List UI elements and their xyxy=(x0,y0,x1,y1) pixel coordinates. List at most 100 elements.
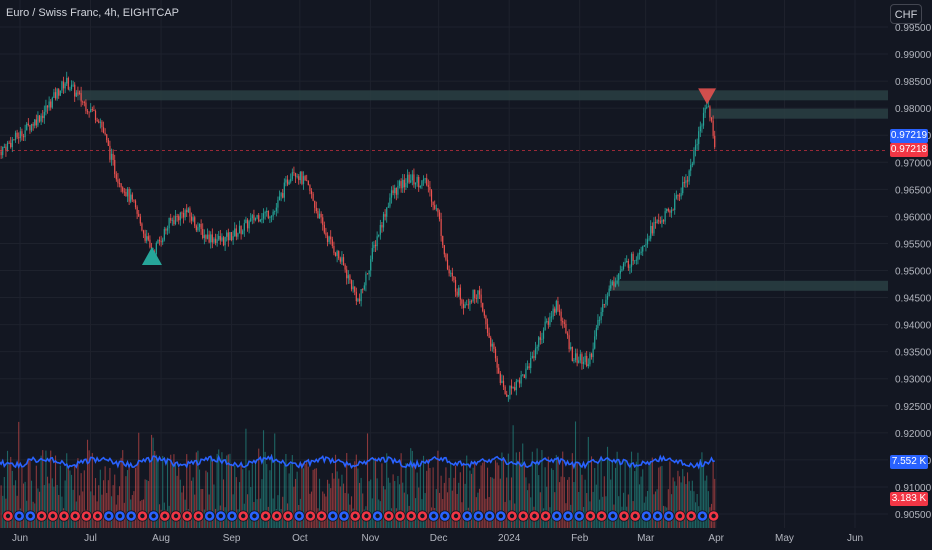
candle-body xyxy=(493,343,495,349)
candle-body xyxy=(229,232,231,241)
event-icon xyxy=(629,510,641,522)
candle-body xyxy=(714,135,716,148)
candle-body xyxy=(312,193,314,201)
candle-body xyxy=(582,361,585,364)
volume-last-tag: 3.183 K xyxy=(890,492,928,506)
candle-body xyxy=(480,294,482,303)
candle-body xyxy=(570,346,572,349)
candle-body xyxy=(482,302,484,312)
candle-body xyxy=(448,269,450,274)
candle-body xyxy=(178,216,180,221)
candle-body xyxy=(131,194,133,200)
candle-body xyxy=(61,81,63,91)
candle-body xyxy=(322,217,324,225)
candle-body xyxy=(67,77,69,90)
candle-body xyxy=(82,101,84,103)
candle-body xyxy=(469,300,471,305)
candle-body xyxy=(101,121,103,128)
candle-body xyxy=(528,366,530,369)
candle-body xyxy=(704,107,706,113)
candle-body xyxy=(531,356,533,359)
event-icon-core xyxy=(117,513,123,519)
candle-body xyxy=(133,199,135,201)
event-icon-core xyxy=(554,513,559,519)
event-icon xyxy=(2,510,14,522)
candle-body xyxy=(194,217,196,226)
event-icon xyxy=(461,510,473,522)
candle-body xyxy=(589,353,591,365)
candle-body xyxy=(238,225,241,234)
event-icon xyxy=(539,510,552,522)
candle-body xyxy=(699,126,701,132)
candle-body xyxy=(232,236,234,241)
candle-body xyxy=(142,230,145,234)
y-tick-label: 0.95500 xyxy=(895,239,932,250)
signal-markers xyxy=(141,88,717,265)
candle-body xyxy=(35,119,37,126)
candle-body xyxy=(374,244,377,247)
candle-body xyxy=(414,182,417,185)
candle-body xyxy=(75,92,77,97)
candle-body xyxy=(518,380,521,384)
x-tick-label: Oct xyxy=(292,533,308,544)
candle-body xyxy=(234,228,236,237)
event-icon xyxy=(696,510,709,522)
candle-body xyxy=(634,260,636,262)
candle-body xyxy=(656,220,658,224)
candle-body xyxy=(347,275,349,279)
candle-body xyxy=(598,319,601,321)
event-icon xyxy=(640,510,653,522)
candle-body xyxy=(400,181,402,189)
candle-body xyxy=(72,84,74,86)
event-icon xyxy=(47,510,59,522)
candle-body xyxy=(504,386,506,395)
candle-body xyxy=(245,219,247,224)
candle-body xyxy=(544,321,546,331)
candle-body xyxy=(614,283,617,287)
candle-body xyxy=(291,172,293,179)
candle-body xyxy=(566,333,569,336)
event-icon xyxy=(24,510,37,522)
candle-body xyxy=(709,106,711,118)
candle-body xyxy=(336,251,338,256)
candle-body xyxy=(546,321,548,323)
candle-body xyxy=(190,216,193,221)
event-icon-core xyxy=(521,513,526,519)
candle-body xyxy=(237,233,239,237)
candle-body xyxy=(586,355,588,367)
x-tick-label: Aug xyxy=(152,533,170,544)
event-icon xyxy=(517,510,529,522)
candle-body xyxy=(499,373,501,383)
event-icon xyxy=(293,510,305,522)
event-icon-core xyxy=(319,513,324,519)
candle-body xyxy=(624,262,626,264)
event-icon xyxy=(651,510,664,522)
candle-body xyxy=(490,337,492,347)
event-icon-core xyxy=(487,513,492,519)
candle-body xyxy=(616,280,618,284)
candle-body xyxy=(421,180,423,186)
candle-body xyxy=(669,210,671,213)
candle-body xyxy=(230,232,233,241)
candle-body xyxy=(339,258,341,262)
candle-body xyxy=(139,216,141,224)
candle-body xyxy=(520,374,522,384)
event-icon-core xyxy=(5,513,11,519)
candle-body xyxy=(102,127,105,133)
candle-body xyxy=(701,125,703,127)
candle-body xyxy=(517,380,519,382)
candle-body xyxy=(122,187,124,192)
candle-body xyxy=(274,211,276,212)
candle-body xyxy=(626,260,628,263)
candle-body xyxy=(651,226,653,234)
event-icon-core xyxy=(95,513,100,519)
candle-body xyxy=(386,207,388,217)
event-icon-core xyxy=(353,513,358,519)
currency-button[interactable]: CHF xyxy=(890,4,922,24)
x-tick-label: Jun xyxy=(847,533,863,544)
x-tick-label: Mar xyxy=(637,533,655,544)
candle-body xyxy=(317,211,319,219)
candle-body xyxy=(376,236,378,247)
chart-title: Euro / Swiss Franc, 4h, EIGHTCAP xyxy=(6,7,179,19)
